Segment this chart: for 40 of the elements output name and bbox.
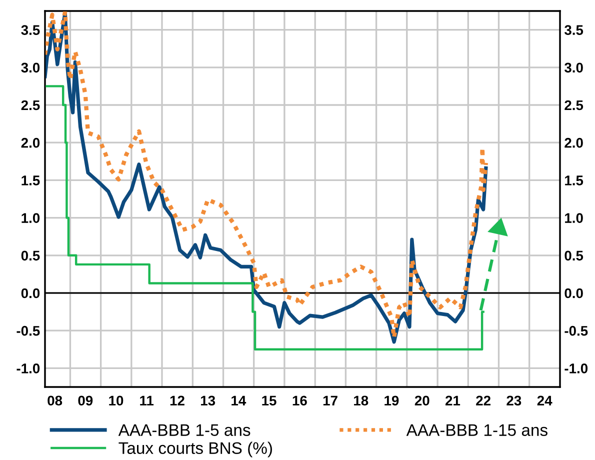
y-tick-label: 3.0 xyxy=(21,62,40,73)
y2-tick-label: 3.0 xyxy=(564,62,583,73)
legend-label: AAA-BBB 1-5 ans xyxy=(118,424,250,436)
y-tick-label: -0.5 xyxy=(16,326,40,336)
y-tick-label: 0.5 xyxy=(21,250,40,261)
x-tick-label: 09 xyxy=(78,396,93,406)
x-tick-label: 13 xyxy=(200,396,216,406)
x-tick-label: 23 xyxy=(506,396,522,406)
y-tick-label: 1.0 xyxy=(22,213,40,223)
x-tick-label: 11 xyxy=(140,396,154,406)
y2-tick-label: 3.5 xyxy=(564,25,584,35)
x-tick-label: 14 xyxy=(232,396,246,406)
y-tick-label: 1.5 xyxy=(22,176,40,186)
x-tick-label: 18 xyxy=(354,396,368,406)
x-tick-label: 17 xyxy=(323,396,338,406)
x-tick-label: 08 xyxy=(48,396,62,406)
x-tick-label: 12 xyxy=(170,396,184,406)
y2-tick-label: 1.5 xyxy=(565,176,584,186)
y-tick-label: 2.0 xyxy=(21,138,40,148)
y2-tick-label: 1.0 xyxy=(565,213,583,223)
x-tick-label: 19 xyxy=(384,396,399,406)
y-tick-label: 3.5 xyxy=(21,25,40,35)
y2-tick-label: -1.0 xyxy=(564,364,588,374)
y2-tick-label: 0.0 xyxy=(564,288,583,298)
y2-tick-label: 2.5 xyxy=(564,100,584,110)
y2-tick-label: 0.5 xyxy=(564,250,584,261)
y2-tick-label: -0.5 xyxy=(564,326,588,336)
x-tick-label: 21 xyxy=(445,396,460,406)
y-tick-label: 2.5 xyxy=(21,100,40,110)
x-tick-label: 20 xyxy=(414,396,430,406)
x-tick-label: 16 xyxy=(292,396,307,406)
x-tick-label: 22 xyxy=(476,396,490,406)
x-tick-label: 15 xyxy=(262,396,276,406)
legend-label: AAA-BBB 1-15 ans xyxy=(406,424,548,436)
y-tick-label: -1.0 xyxy=(16,364,40,374)
y2-tick-label: 2.0 xyxy=(564,138,583,148)
legend-label: Taux courts BNS (%) xyxy=(118,442,272,458)
x-tick-label: 10 xyxy=(109,396,124,406)
x-tick-label: 24 xyxy=(537,396,552,406)
y-tick-label: 0.0 xyxy=(21,288,40,298)
